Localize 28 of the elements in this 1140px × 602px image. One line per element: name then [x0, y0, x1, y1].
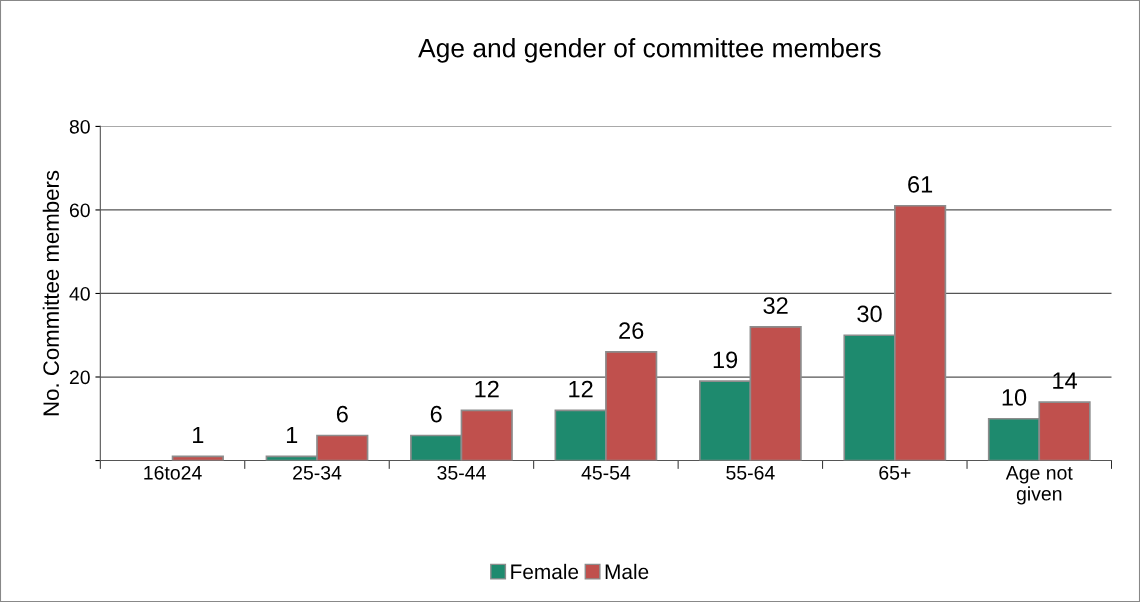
legend-label: Male — [605, 563, 649, 580]
data-label: 12 — [569, 380, 593, 398]
x-tick-label: 25-34 — [293, 465, 342, 480]
y-tick-label: 80 — [69, 119, 90, 134]
y-tick-label: 20 — [69, 370, 90, 385]
data-label: 1 — [286, 426, 298, 444]
y-tick-label: 40 — [69, 286, 90, 301]
legend-label: Female — [511, 563, 579, 580]
x-tick-label: Age not given — [1005, 466, 1073, 505]
data-label: 10 — [1002, 389, 1027, 406]
data-label: 32 — [763, 297, 788, 314]
x-tick-label: 16to24 — [144, 465, 202, 480]
data-label: 12 — [475, 380, 499, 398]
x-tick-label: 35-44 — [437, 465, 486, 480]
data-label: 1 — [193, 426, 204, 444]
data-label: 6 — [430, 405, 442, 423]
x-tick-label: 45-54 — [581, 466, 631, 480]
x-tick-label: 65+ — [879, 465, 911, 480]
y-tick-label: 60 — [69, 203, 90, 218]
data-label: 6 — [336, 405, 348, 423]
data-label: 30 — [857, 305, 882, 323]
data-label: 61 — [908, 176, 933, 193]
chart-title: Age and gender of committee members — [418, 38, 881, 63]
y-axis-title: No. Committee members — [42, 170, 60, 416]
data-label: 14 — [1053, 372, 1077, 389]
x-tick-label: 55-64 — [726, 465, 775, 480]
data-label: 19 — [713, 351, 738, 369]
data-label: 26 — [619, 322, 644, 339]
